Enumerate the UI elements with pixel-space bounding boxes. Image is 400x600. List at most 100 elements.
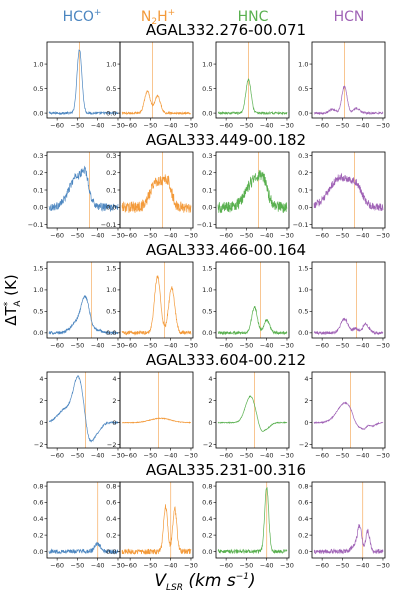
- spectrum-line: [121, 174, 192, 213]
- panel-frame: [311, 41, 386, 119]
- x-tick-label: −60: [50, 562, 64, 570]
- source-row: AGAL333.604-00.212 −60 −50 −40 −30 −2 0 2 4 −60 −5…: [34, 351, 390, 460]
- panel-frame: [215, 151, 290, 229]
- y-tick-label: 1.0: [106, 286, 116, 294]
- x-tick-label: −40: [260, 232, 274, 240]
- spectrum-line: [121, 417, 192, 424]
- y-tick-label: 0.0: [33, 204, 43, 212]
- x-tick-label: −40: [260, 122, 274, 130]
- spectrum-line: [217, 78, 288, 116]
- y-tick-label: 1.0: [33, 60, 43, 68]
- x-tick-label: −30: [376, 452, 390, 460]
- x-tick-label: −40: [91, 452, 105, 460]
- x-tick-label: −50: [144, 562, 158, 570]
- x-tick-label: −60: [315, 562, 329, 570]
- y-tick-label: 2: [304, 397, 308, 405]
- x-tick-label: −60: [315, 232, 329, 240]
- spectrum-panel: −60 −50 −40 −30 0.0 0.2 0.4 0.6 0.8: [106, 481, 198, 570]
- panel-frame: [215, 371, 290, 449]
- x-tick-label: −30: [184, 232, 198, 240]
- source-row: AGAL335.231-00.316 −60 −50 −40 −30 0.0 0.2 0.4 0…: [33, 461, 390, 570]
- y-tick-label: 4: [112, 375, 116, 383]
- x-tick-label: −40: [356, 452, 370, 460]
- x-tick-label: −40: [356, 122, 370, 130]
- y-tick-label: 1.5: [106, 265, 116, 273]
- panel-frame: [46, 371, 121, 449]
- spectrum-line: [313, 524, 384, 555]
- x-tick-label: −60: [123, 232, 137, 240]
- y-tick-label: 0.3: [106, 152, 116, 160]
- y-tick-label: 0.5: [33, 308, 43, 316]
- molecule-label: HCO+: [63, 8, 102, 25]
- x-tick-label: −60: [315, 122, 329, 130]
- y-tick-label: 1.0: [298, 60, 308, 68]
- x-tick-label: −50: [336, 232, 350, 240]
- y-tick-label: 0.0: [298, 329, 308, 337]
- spectrum-line: [313, 85, 384, 116]
- x-tick-label: −40: [356, 342, 370, 350]
- spectrum-panel: −60 −50 −40 −30 0.0 0.5 1.0: [106, 41, 198, 130]
- y-tick-label: 0.8: [106, 482, 116, 490]
- y-tick-label: 0.3: [202, 152, 212, 160]
- spectrum-line: [217, 395, 288, 432]
- x-tick-label: −50: [240, 342, 254, 350]
- y-tick-label: 0: [112, 419, 116, 427]
- y-tick-label: 0.6: [33, 499, 43, 507]
- x-tick-label: −30: [111, 232, 125, 240]
- x-tick-label: −40: [164, 562, 178, 570]
- x-tick-label: −60: [315, 452, 329, 460]
- spectrum-panel: −60 −50 −40 −30 −0.1 0.0 0.1 0.2 0.3: [28, 151, 125, 240]
- x-tick-label: −60: [219, 562, 233, 570]
- y-tick-label: −0.1: [101, 221, 117, 229]
- spectrum-line: [48, 165, 119, 213]
- y-tick-label: 0.0: [33, 548, 43, 556]
- source-row: AGAL333.466-00.164 −60 −50 −40 −30 0.0 0.5 1.0 1…: [33, 241, 390, 350]
- spectrum-panel: −60 −50 −40 −30 0.0 0.2 0.4 0.6 0.8: [202, 481, 294, 570]
- x-tick-label: −50: [240, 232, 254, 240]
- panel-frame: [215, 261, 290, 339]
- y-tick-label: 1.0: [106, 60, 116, 68]
- x-tick-label: −60: [219, 342, 233, 350]
- y-tick-label: 0.0: [106, 204, 116, 212]
- spectrum-panel: −60 −50 −40 −30 −2 0 2 4: [34, 371, 125, 460]
- y-tick-label: 0.5: [298, 308, 308, 316]
- y-tick-label: 0.2: [33, 169, 43, 177]
- y-tick-label: 0.1: [106, 186, 116, 194]
- y-tick-label: 1.0: [202, 60, 212, 68]
- spectrum-panel: −60 −50 −40 −30 −2 0 2 4: [107, 371, 198, 460]
- x-tick-label: −50: [240, 452, 254, 460]
- x-tick-label: −30: [111, 122, 125, 130]
- spectrum-line: [48, 541, 119, 555]
- spectrum-line: [48, 295, 119, 336]
- y-tick-label: 0.5: [33, 85, 43, 93]
- y-tick-label: 4: [208, 375, 212, 383]
- panel-frame: [311, 481, 386, 559]
- spectra-grid: AGAL332.276-00.071−60 −50 −40 −300.00.51.0−…: [28, 21, 390, 570]
- x-tick-label: −40: [91, 232, 105, 240]
- x-tick-label: −40: [91, 122, 105, 130]
- y-tick-label: 0.0: [106, 109, 116, 117]
- panel-frame: [119, 151, 194, 229]
- x-tick-label: −40: [356, 232, 370, 240]
- panel-frame: [119, 41, 194, 119]
- spectrum-line: [121, 504, 192, 555]
- x-tick-label: −30: [376, 122, 390, 130]
- spectrum-panel: −60 −50 −40 −30 0.0 0.2 0.4 0.6 0.8: [298, 481, 390, 570]
- y-tick-label: 0.2: [298, 169, 308, 177]
- y-tick-label: 0.3: [298, 152, 308, 160]
- panel-frame: [215, 41, 290, 119]
- x-tick-label: −40: [356, 562, 370, 570]
- x-tick-label: −50: [144, 452, 158, 460]
- x-tick-label: −40: [164, 232, 178, 240]
- x-tick-label: −30: [280, 562, 294, 570]
- y-tick-label: 0.6: [298, 499, 308, 507]
- x-tick-label: −60: [123, 122, 137, 130]
- x-tick-label: −30: [376, 232, 390, 240]
- x-tick-label: −50: [144, 232, 158, 240]
- panel-frame: [119, 261, 194, 339]
- x-tick-label: −30: [280, 232, 294, 240]
- x-tick-label: −40: [91, 562, 105, 570]
- y-tick-label: 0.0: [298, 109, 308, 117]
- source-title: AGAL333.449-00.182: [146, 131, 306, 149]
- x-tick-label: −40: [91, 342, 105, 350]
